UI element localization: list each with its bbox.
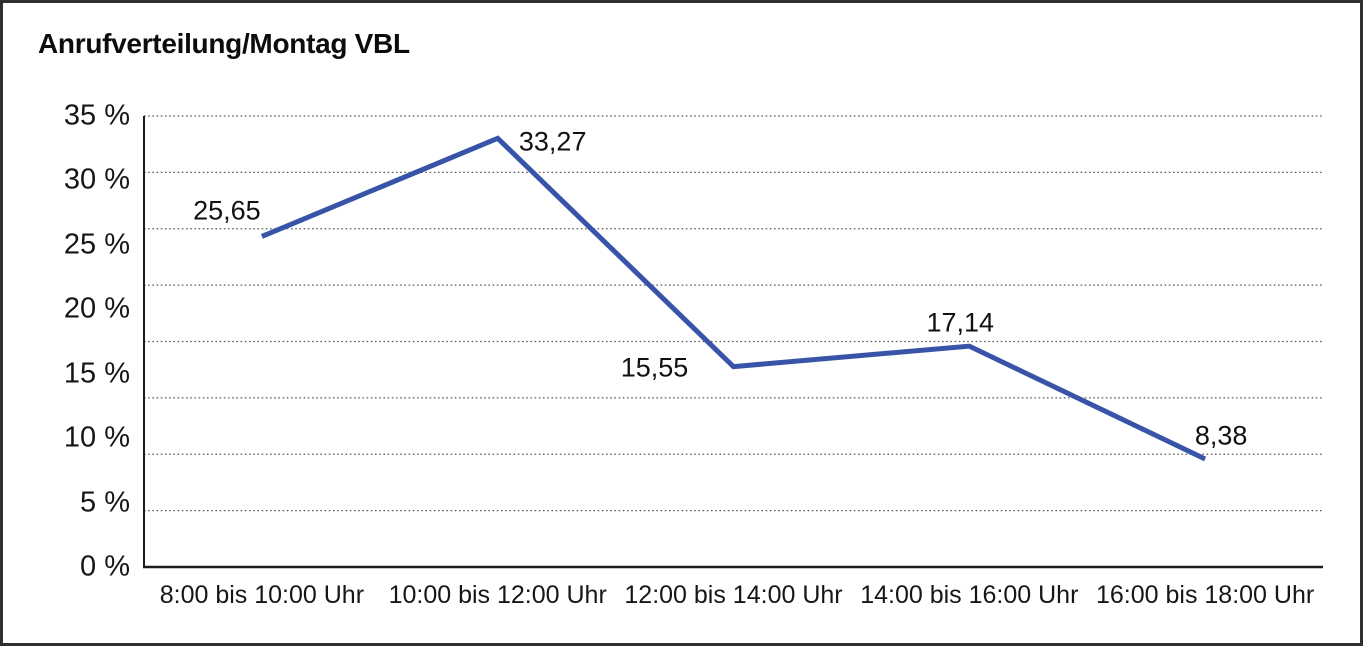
x-axis-category-label: 14:00 bis 16:00 Uhr — [860, 581, 1079, 609]
y-axis-tick-label: 20 % — [63, 292, 130, 325]
x-axis-category-label: 8:00 bis 10:00 Uhr — [159, 581, 365, 609]
y-axis-tick-label: 5 % — [80, 486, 130, 519]
y-axis-tick-label: 0 % — [80, 550, 130, 583]
x-axis-category-label: 12:00 bis 14:00 Uhr — [624, 581, 843, 609]
data-point-label: 15,55 — [620, 352, 689, 383]
data-point-label: 8,38 — [1194, 420, 1248, 451]
data-line — [260, 135, 1207, 462]
data-point-label: 17,14 — [926, 307, 995, 338]
y-axis-tick-label: 10 % — [63, 421, 130, 454]
data-point-label: 25,65 — [193, 195, 261, 226]
chart-title: Anrufverteilung/Montag VBL — [38, 28, 410, 59]
data-point-label: 33,27 — [518, 126, 587, 157]
y-axis-tick-label: 35 % — [63, 99, 130, 132]
y-axis-tick-label: 15 % — [63, 357, 130, 390]
y-axis-tick-label: 30 % — [63, 163, 130, 196]
x-axis-category-label: 10:00 bis 12:00 Uhr — [388, 581, 607, 609]
y-axis-tick-label: 25 % — [63, 228, 130, 261]
x-axis-category-label: 16:00 bis 18:00 Uhr — [1095, 581, 1315, 609]
